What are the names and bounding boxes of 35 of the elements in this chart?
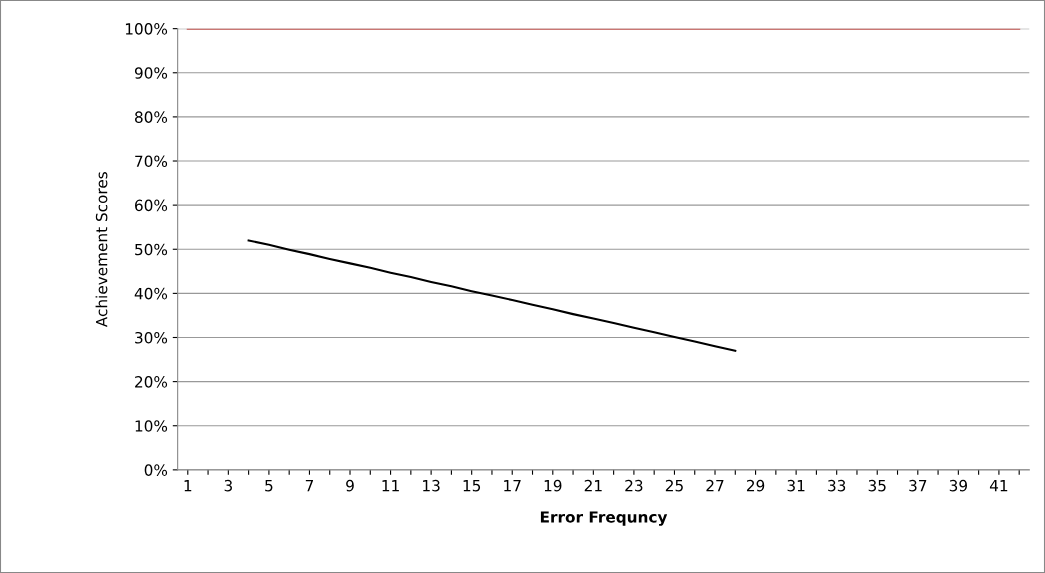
x-tick-label: 41 <box>989 480 1008 492</box>
y-tick-label: 100% <box>125 23 168 35</box>
x-tick-label: 7 <box>305 480 314 492</box>
y-tick-label: 50% <box>135 243 168 256</box>
x-tick-label: 19 <box>544 479 562 492</box>
y-tick-label: 10% <box>135 420 168 432</box>
y-axis-title: Achievement Scores <box>95 172 108 328</box>
x-tick-label: 27 <box>706 479 724 492</box>
line-series <box>247 239 737 352</box>
x-tick-label: 13 <box>423 479 440 492</box>
x-tick-label: 31 <box>787 479 805 492</box>
y-tick-label: 0% <box>144 464 168 476</box>
x-tick-label: 33 <box>828 479 846 492</box>
x-tick-label: 25 <box>665 479 683 492</box>
x-tick-label: 17 <box>504 480 521 492</box>
y-tick-label: 30% <box>135 331 168 344</box>
x-tick-label: 11 <box>382 480 399 492</box>
y-tick-label: 80% <box>135 111 168 123</box>
x-tick-label: 9 <box>346 479 354 492</box>
x-tick-label: 23 <box>625 479 643 492</box>
y-tick-label: 70% <box>135 155 168 168</box>
x-axis-title: Error Frequncy <box>540 511 668 526</box>
y-tick-label: 40% <box>134 287 168 300</box>
x-tick-label: 3 <box>224 479 232 492</box>
x-tick-label: 35 <box>868 479 886 492</box>
y-tick-label: 90% <box>134 67 168 79</box>
y-tick-label: 60% <box>135 199 168 212</box>
x-tick-label: 39 <box>949 479 967 492</box>
x-tick-label: 15 <box>463 480 481 492</box>
x-tick-label: 37 <box>909 479 927 492</box>
x-tick-label: 5 <box>265 480 273 492</box>
y-tick-label: 20% <box>135 376 168 388</box>
x-tick-label: 29 <box>746 479 765 492</box>
x-tick-label: 21 <box>584 479 602 492</box>
x-tick-label: 1 <box>184 480 192 492</box>
